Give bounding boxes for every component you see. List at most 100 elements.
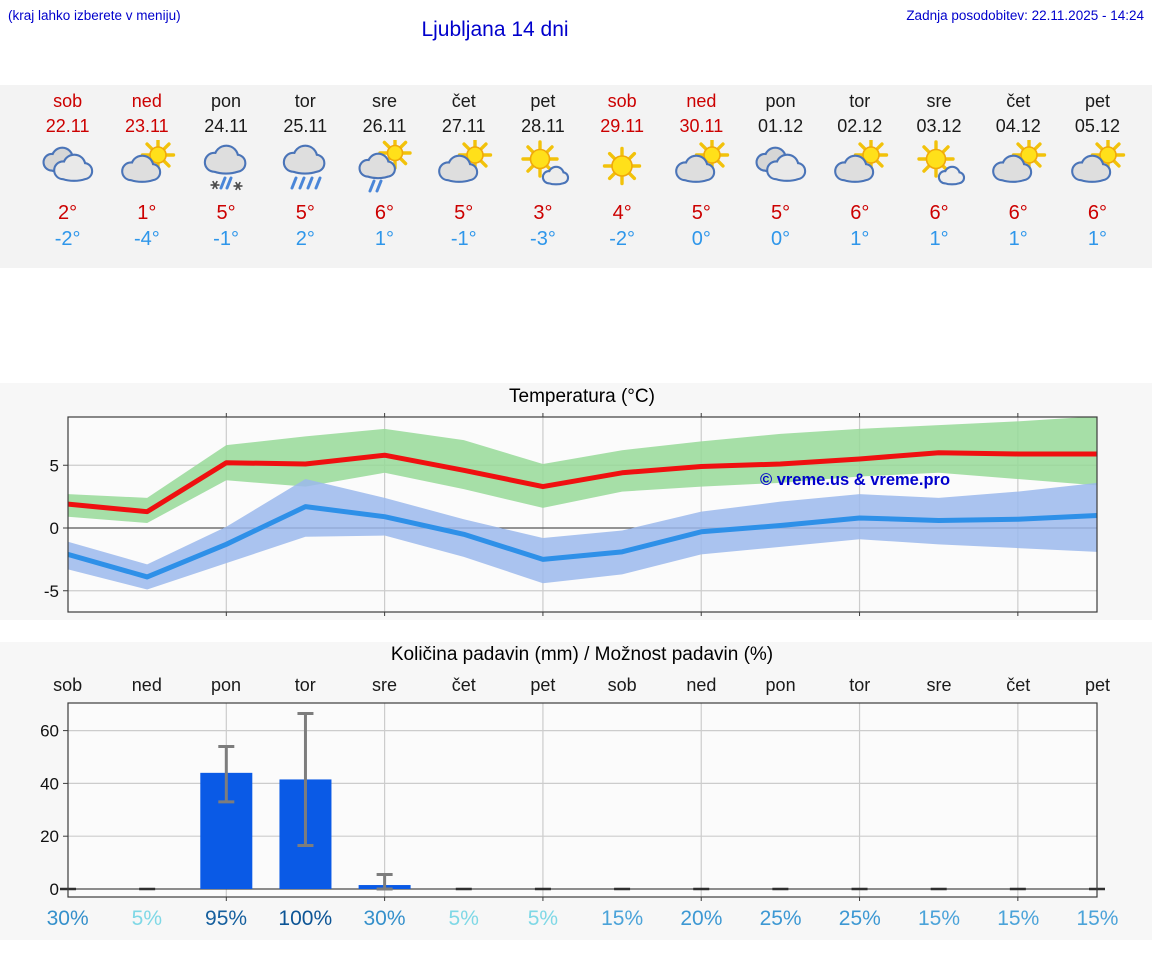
- day-high-temp: 3°: [533, 202, 553, 224]
- day-column-26.11[interactable]: sre 26.11 6° 1°: [345, 89, 424, 268]
- day-low-temp: -1°: [450, 228, 477, 250]
- precip-percent-label: 15%: [1076, 907, 1119, 930]
- svg-text:0: 0: [50, 519, 59, 538]
- precip-percent-label: 20%: [680, 907, 723, 930]
- day-column-03.12[interactable]: sre 03.12 6° 1°: [899, 89, 978, 268]
- day-date: 28.11: [521, 116, 565, 136]
- mostly-sunny-icon: [917, 140, 966, 186]
- day-column-29.11[interactable]: sob 29.11 4° -2°: [583, 89, 662, 268]
- precipitation-chart: 0 20 40 60: [40, 702, 1105, 901]
- day-high-temp: 2°: [58, 202, 78, 224]
- day-date: 30.11: [679, 116, 724, 136]
- day-high-temp: 6°: [374, 202, 395, 224]
- svg-text:40: 40: [40, 774, 59, 793]
- precip-day-label: tor: [294, 675, 316, 695]
- day-date: 26.11: [362, 116, 407, 136]
- day-low-temp: -2°: [609, 228, 636, 250]
- day-low-temp: 1°: [374, 228, 395, 250]
- precip-day-label: čet: [1006, 675, 1031, 695]
- day-low-temp: 0°: [691, 228, 711, 250]
- partly-sunny-icon: [120, 137, 176, 183]
- day-column-27.11[interactable]: čet 27.11 5° -1°: [424, 89, 503, 268]
- day-column-24.11[interactable]: pon 24.11 5° -1°: [186, 89, 265, 268]
- day-name: pon: [211, 91, 242, 111]
- day-icon-cell: [662, 137, 741, 200]
- day-low-temp: 1°: [1087, 228, 1108, 250]
- svg-text:0: 0: [50, 880, 59, 899]
- page-header: (kraj lahko izberete v meniju) Ljubljana…: [0, 0, 1152, 85]
- day-column-22.11[interactable]: sob 22.11 2° -2°: [28, 89, 107, 268]
- day-icon-cell: [107, 137, 186, 200]
- day-icon-cell: [266, 138, 345, 200]
- day-name: sre: [926, 91, 952, 111]
- svg-text:-5: -5: [44, 582, 59, 601]
- day-name: pet: [1084, 91, 1110, 111]
- sunny-icon: [602, 146, 642, 186]
- day-low-temp: -1°: [213, 228, 239, 250]
- day-column-25.11[interactable]: tor 25.11 5° 2°: [266, 89, 345, 268]
- precip-percent-label: 15%: [601, 907, 644, 930]
- day-date: 22.11: [45, 116, 90, 136]
- day-column-28.11[interactable]: pet 28.11 3° -3°: [503, 89, 582, 268]
- day-low-temp: 2°: [295, 228, 315, 250]
- day-name: čet: [451, 91, 476, 111]
- svg-text:5: 5: [50, 456, 59, 475]
- day-icon-cell: [1058, 137, 1137, 200]
- precipitation-percent-row: 30% 5% 95% 100% 30% 5% 5% 15% 20% 25% 25% 15% 15% 15%: [0, 900, 1152, 940]
- header-background: [0, 0, 1152, 85]
- day-name: pon: [765, 91, 796, 111]
- day-icon-cell: [583, 138, 662, 200]
- day-high-temp: 6°: [850, 202, 870, 224]
- precip-percent-label: 5%: [527, 907, 559, 930]
- day-icon-cell: [899, 138, 978, 200]
- precip-percent-label: 25%: [838, 907, 881, 930]
- watermark: © vreme.us & vreme.pro: [760, 471, 950, 489]
- day-column-02.12[interactable]: tor 02.12 6° 1°: [820, 89, 899, 268]
- day-low-temp: -4°: [133, 228, 160, 250]
- page-title: Ljubljana 14 dni: [421, 18, 569, 41]
- cloudy-icon: [755, 146, 806, 182]
- day-column-30.11[interactable]: ned 30.11 5° 0°: [662, 89, 741, 268]
- day-name: sre: [371, 91, 397, 111]
- partly-sunny-icon: [833, 137, 888, 183]
- precip-day-label: sob: [607, 675, 637, 695]
- day-date: 29.11: [600, 116, 644, 136]
- day-column-05.12[interactable]: pet 05.12 6° 1°: [1058, 89, 1137, 268]
- day-name: pet: [530, 91, 556, 111]
- sun-shower-icon: [358, 136, 413, 193]
- footer-band: [0, 940, 1152, 975]
- precip-percent-label: 95%: [205, 907, 248, 930]
- precip-day-label: pon: [211, 675, 242, 695]
- day-date: 25.11: [283, 116, 328, 136]
- day-date: 05.12: [1074, 116, 1120, 136]
- precipitation-chart-title: Količina padavin (mm) / Možnost padavin …: [390, 644, 774, 665]
- precip-percent-label: 30%: [46, 907, 89, 930]
- partly-sunny-icon: [675, 137, 730, 183]
- precip-percent-label: 25%: [759, 907, 802, 930]
- day-icon-cell: [741, 138, 820, 200]
- day-low-temp: -3°: [530, 228, 556, 250]
- day-high-temp: 5°: [771, 202, 791, 224]
- day-icon-cell: [28, 138, 107, 200]
- precip-percent-label: 15%: [997, 907, 1040, 930]
- day-column-01.12[interactable]: pon 01.12 5° 0°: [741, 89, 820, 268]
- day-icon-cell: [186, 138, 265, 200]
- day-column-04.12[interactable]: čet 04.12 6° 1°: [979, 89, 1058, 268]
- day-date: 24.11: [204, 116, 248, 136]
- day-column-23.11[interactable]: ned 23.11 1° -4°: [107, 89, 186, 268]
- precip-day-label: pet: [530, 675, 556, 695]
- precip-day-label: pet: [1084, 675, 1110, 695]
- precip-percent-label: 100%: [278, 907, 333, 930]
- day-high-temp: 5°: [295, 202, 315, 224]
- day-high-temp: 6°: [1087, 202, 1108, 224]
- precip-day-label: sre: [371, 675, 397, 695]
- rain-icon: [283, 144, 326, 190]
- day-icon-cell: [820, 137, 899, 200]
- day-low-temp: 1°: [1008, 228, 1028, 250]
- temperature-chart: 5 0 -5 © vreme.us & vreme.pro: [44, 413, 1098, 616]
- cloudy-icon: [42, 146, 93, 182]
- day-high-temp: 4°: [612, 202, 632, 224]
- day-high-temp: 5°: [216, 202, 236, 224]
- spacer-band-2: [0, 620, 1152, 642]
- precip-percent-label: 30%: [363, 907, 406, 930]
